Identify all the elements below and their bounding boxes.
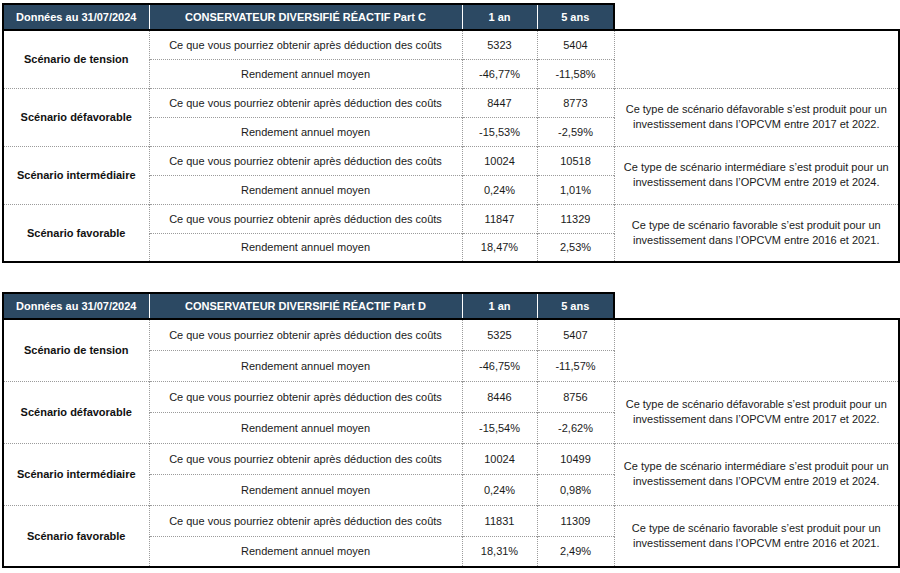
metric-label: Ce que vous pourriez obtenir après déduc… (149, 204, 462, 233)
value-5ans: 5404 (537, 30, 614, 59)
value-5ans: -11,58% (537, 59, 614, 88)
scenario-comment: Ce type de scénario intermédiare s’est p… (614, 146, 899, 204)
performance-table-part-c: Données au 31/07/2024 CONSERVATEUR DIVER… (2, 3, 900, 263)
value-5ans: 2,49% (537, 536, 614, 567)
value-5ans: 10499 (537, 443, 614, 474)
value-1an: -46,75% (462, 350, 537, 381)
period-5ans-header: 5 ans (537, 4, 614, 30)
value-1an: -15,53% (462, 117, 537, 146)
scenario-comment: Ce type de scénario défavorable s’est pr… (614, 88, 899, 146)
scenario-label: Scénario favorable (3, 204, 149, 262)
performance-table-part-d: Données au 31/07/2024 CONSERVATEUR DIVER… (2, 292, 900, 568)
comment-column-spacer (614, 293, 899, 319)
scenario-comment (614, 30, 899, 88)
table-header-row: Données au 31/07/2024 CONSERVATEUR DIVER… (3, 4, 899, 30)
value-5ans: 0,98% (537, 474, 614, 505)
value-5ans: 10518 (537, 146, 614, 175)
metric-label: Rendement annuel moyen (149, 175, 462, 204)
value-1an: 5323 (462, 30, 537, 59)
fund-title-header: CONSERVATEUR DIVERSIFIÉ RÉACTIF Part C (149, 4, 462, 30)
value-5ans: -2,62% (537, 412, 614, 443)
metric-label: Ce que vous pourriez obtenir après déduc… (149, 319, 462, 350)
value-1an: 18,31% (462, 536, 537, 567)
value-5ans: 11329 (537, 204, 614, 233)
value-5ans: 5407 (537, 319, 614, 350)
table-row: Scénario intermédiaire Ce que vous pourr… (3, 443, 899, 474)
data-date-header: Données au 31/07/2024 (3, 4, 149, 30)
value-1an: -46,77% (462, 59, 537, 88)
metric-label: Rendement annuel moyen (149, 412, 462, 443)
kid-performance-document: Données au 31/07/2024 CONSERVATEUR DIVER… (0, 0, 900, 571)
table-row: Scénario favorable Ce que vous pourriez … (3, 505, 899, 536)
scenario-comment: Ce type de scénario favorable s’est prod… (614, 204, 899, 262)
value-5ans: 8756 (537, 381, 614, 412)
table-row: Scénario de tension Ce que vous pourriez… (3, 319, 899, 350)
table-row: Scénario intermédiaire Ce que vous pourr… (3, 146, 899, 175)
metric-label: Ce que vous pourriez obtenir après déduc… (149, 146, 462, 175)
scenario-label: Scénario défavorable (3, 381, 149, 443)
scenario-label: Scénario favorable (3, 505, 149, 567)
metric-label: Ce que vous pourriez obtenir après déduc… (149, 30, 462, 59)
table-header-row: Données au 31/07/2024 CONSERVATEUR DIVER… (3, 293, 899, 319)
metric-label: Rendement annuel moyen (149, 350, 462, 381)
value-1an: 0,24% (462, 474, 537, 505)
value-1an: 10024 (462, 146, 537, 175)
value-1an: 10024 (462, 443, 537, 474)
scenario-label: Scénario de tension (3, 30, 149, 88)
scenario-comment: Ce type de scénario défavorable s’est pr… (614, 381, 899, 443)
scenario-comment (614, 319, 899, 381)
table-row: Scénario de tension Ce que vous pourriez… (3, 30, 899, 59)
value-1an: 8447 (462, 88, 537, 117)
metric-label: Ce que vous pourriez obtenir après déduc… (149, 88, 462, 117)
value-1an: 11831 (462, 505, 537, 536)
metric-label: Rendement annuel moyen (149, 233, 462, 262)
table-row: Scénario favorable Ce que vous pourriez … (3, 204, 899, 233)
scenario-label: Scénario intermédiaire (3, 443, 149, 505)
metric-label: Ce que vous pourriez obtenir après déduc… (149, 505, 462, 536)
period-5ans-header: 5 ans (537, 293, 614, 319)
value-1an: 0,24% (462, 175, 537, 204)
data-date-header: Données au 31/07/2024 (3, 293, 149, 319)
fund-title-header: CONSERVATEUR DIVERSIFIÉ RÉACTIF Part D (149, 293, 462, 319)
period-1an-header: 1 an (462, 4, 537, 30)
scenario-label: Scénario défavorable (3, 88, 149, 146)
value-1an: 5325 (462, 319, 537, 350)
scenario-comment: Ce type de scénario favorable s’est prod… (614, 505, 899, 567)
scenario-comment: Ce type de scénario intermédiare s’est p… (614, 443, 899, 505)
value-5ans: 8773 (537, 88, 614, 117)
scenario-label: Scénario de tension (3, 319, 149, 381)
value-1an: 18,47% (462, 233, 537, 262)
metric-label: Ce que vous pourriez obtenir après déduc… (149, 381, 462, 412)
metric-label: Rendement annuel moyen (149, 59, 462, 88)
value-5ans: 1,01% (537, 175, 614, 204)
table-row: Scénario défavorable Ce que vous pourrie… (3, 381, 899, 412)
table-row: Scénario défavorable Ce que vous pourrie… (3, 88, 899, 117)
value-1an: 11847 (462, 204, 537, 233)
value-5ans: 2,53% (537, 233, 614, 262)
value-1an: 8446 (462, 381, 537, 412)
value-5ans: 11309 (537, 505, 614, 536)
metric-label: Rendement annuel moyen (149, 117, 462, 146)
value-5ans: -11,57% (537, 350, 614, 381)
comment-column-spacer (614, 4, 899, 30)
metric-label: Rendement annuel moyen (149, 474, 462, 505)
metric-label: Rendement annuel moyen (149, 536, 462, 567)
value-1an: -15,54% (462, 412, 537, 443)
period-1an-header: 1 an (462, 293, 537, 319)
value-5ans: -2,59% (537, 117, 614, 146)
metric-label: Ce que vous pourriez obtenir après déduc… (149, 443, 462, 474)
scenario-label: Scénario intermédiaire (3, 146, 149, 204)
